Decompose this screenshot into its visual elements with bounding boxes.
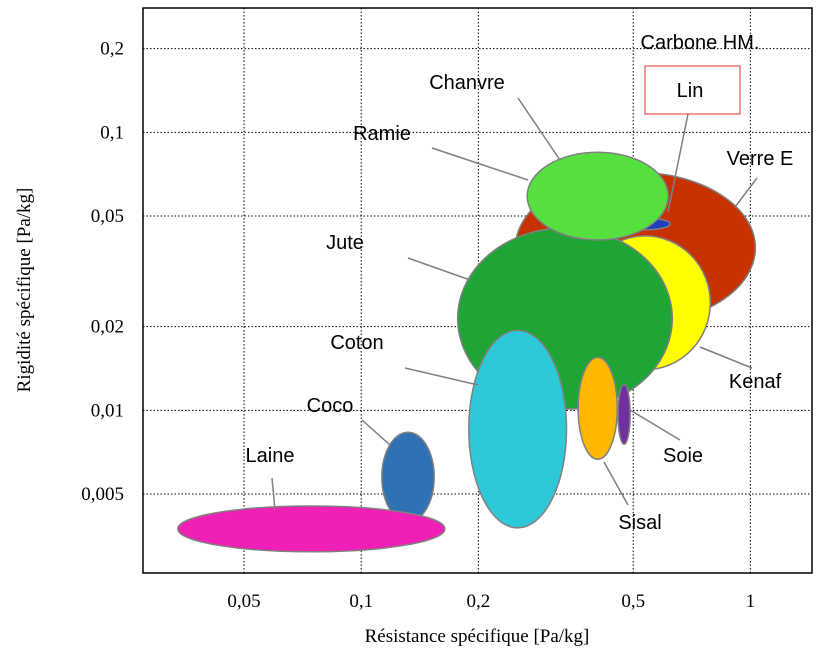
y-tick-label: 0,02: [91, 317, 124, 338]
range-ellipse: [617, 383, 631, 446]
series-label: Sisal: [618, 512, 661, 534]
annotation: Carbone HM.: [641, 32, 760, 54]
leader-line: [271, 477, 276, 511]
x-tick-label: 0,5: [621, 591, 645, 612]
x-tick-label: 0,1: [349, 591, 373, 612]
series-label: Chanvre: [429, 72, 505, 94]
range-ellipse: [381, 431, 435, 523]
leader-line: [431, 147, 529, 181]
leader-line: [667, 113, 689, 213]
leader-line: [629, 409, 681, 441]
y-tick-label: 0,2: [100, 39, 124, 60]
leader-line: [517, 97, 561, 161]
y-tick-label: 0,005: [81, 484, 124, 505]
leader-line: [734, 177, 758, 208]
annotation: Ramie: [353, 123, 411, 145]
series-label: Verre E: [727, 148, 794, 170]
series-label: Laine: [246, 445, 295, 467]
x-tick-label: 1: [746, 591, 756, 612]
leader-line: [699, 346, 753, 369]
series-label: Soie: [663, 445, 703, 467]
x-axis-label: Résistance spécifique [Pa/kg]: [365, 626, 590, 647]
leader-line: [603, 461, 629, 506]
y-tick-label: 0,05: [91, 206, 124, 227]
leader-line: [361, 419, 391, 446]
leader-line: [404, 367, 479, 386]
series-label: Coton: [330, 332, 383, 354]
leader-line: [407, 257, 471, 281]
series-label: Lin: [677, 80, 704, 102]
y-tick-label: 0,1: [100, 122, 124, 143]
x-tick-label: 0,2: [466, 591, 490, 612]
range-ellipse: [177, 505, 446, 553]
series-label: Jute: [326, 232, 364, 254]
y-axis-label: Rigidité spécifique [Pa/kg]: [14, 188, 35, 393]
x-tick-label: 0,05: [227, 591, 260, 612]
label-box: [644, 65, 741, 115]
range-ellipse: [526, 151, 669, 241]
y-tick-label: 0,01: [91, 400, 124, 421]
range-ellipse: [577, 356, 619, 460]
plot-frame: [142, 7, 813, 574]
range-ellipse: [468, 329, 568, 529]
series-label: Kenaf: [729, 371, 782, 393]
series-label: Coco: [307, 395, 354, 417]
